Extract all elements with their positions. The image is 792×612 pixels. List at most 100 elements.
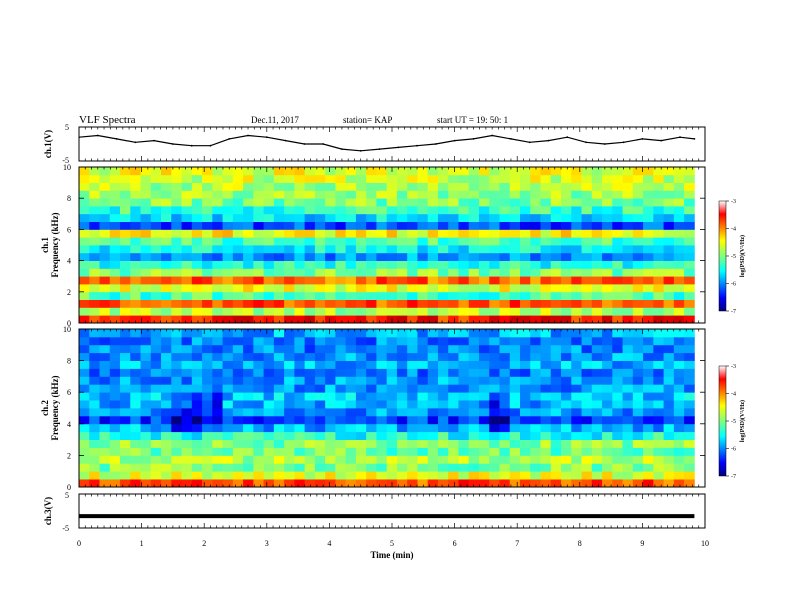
ch2-spectrogram-cell bbox=[530, 408, 541, 417]
ch1-spectrogram-cell bbox=[622, 284, 634, 293]
ch1-spectrogram-cell bbox=[489, 237, 500, 246]
colorbar-tick-label: -4 bbox=[731, 227, 736, 233]
ch1-spectrogram-cell bbox=[478, 174, 490, 183]
ch2-spectrogram-cell bbox=[427, 447, 439, 456]
ch1-spectrogram-cell bbox=[376, 245, 388, 254]
ch1-spectrogram-cell bbox=[89, 245, 100, 254]
ch2-spectrogram-cell bbox=[325, 344, 336, 354]
ch1-spectrogram-cell bbox=[273, 268, 285, 277]
ch1-spectrogram-cell bbox=[109, 206, 121, 215]
xaxis-tick-label: 0 bbox=[77, 539, 81, 548]
ch1-spectrogram-cell bbox=[294, 174, 306, 183]
ch2-spectrogram-cell bbox=[643, 423, 654, 433]
ch1-spectrogram-cell bbox=[509, 315, 521, 324]
ch2-spectrogram-cell bbox=[520, 423, 531, 433]
ch2-spectrogram-cell bbox=[673, 408, 685, 417]
ch1-spectrogram-cell bbox=[653, 291, 664, 300]
ch2-spectrogram-cell bbox=[140, 368, 152, 377]
ch2-spectrogram-cell bbox=[99, 336, 111, 346]
ch2-spectrogram-cell bbox=[499, 463, 511, 472]
ch1-spectrogram-cell bbox=[643, 315, 654, 324]
ch2-spectrogram-cell bbox=[520, 408, 531, 417]
ch2-spectrogram-cell bbox=[376, 439, 388, 448]
ch2-spectrogram-cell bbox=[571, 352, 582, 361]
ch1-spectrogram-cell bbox=[489, 174, 500, 183]
xaxis-tick-label: 5 bbox=[390, 539, 394, 548]
ch1-spectrogram-cell bbox=[273, 221, 285, 230]
ch2-spectrogram-cell bbox=[181, 447, 193, 456]
ch2-spectrogram-cell bbox=[520, 344, 531, 354]
ch1-spectrogram-cell bbox=[253, 315, 265, 324]
ch2-spectrogram-cell bbox=[407, 392, 418, 401]
ch2-spectrogram-cell bbox=[253, 352, 265, 361]
ch1-spectrogram-cell bbox=[273, 182, 285, 191]
ch1-spectrogram-cell bbox=[294, 221, 306, 230]
ch1-spectrogram-cell bbox=[478, 206, 490, 215]
ch1-spectrogram-cell bbox=[427, 284, 439, 293]
ch2-spectrogram-cell bbox=[284, 360, 295, 369]
ch1-spectrogram-cell bbox=[437, 182, 449, 191]
ch2-spectrogram-cell bbox=[335, 344, 347, 354]
ch2-spectrogram-cell bbox=[325, 400, 336, 409]
ch2-spectrogram-cell bbox=[468, 344, 480, 354]
ch1-spectrogram-cell bbox=[120, 315, 131, 324]
ch2-spectrogram-cell bbox=[284, 463, 295, 472]
ch1-spectrogram-cell bbox=[684, 260, 695, 269]
ch2-spectrogram-cell bbox=[499, 384, 511, 393]
ch2-spectrogram-cell bbox=[407, 479, 418, 488]
ch2-spectrogram-cell bbox=[314, 360, 326, 369]
ch2-spectrogram-cell bbox=[643, 439, 654, 448]
ch1-spectrogram-cell bbox=[171, 221, 182, 230]
ch1-spectrogram-cell bbox=[325, 221, 336, 230]
ch2-spectrogram-cell bbox=[222, 368, 234, 377]
ch2-spectrogram-cell bbox=[79, 455, 90, 464]
ch2-spectrogram-cell bbox=[458, 400, 470, 409]
ch2-spectrogram-cell bbox=[212, 360, 223, 369]
ch2-spectrogram-cell bbox=[99, 471, 111, 480]
ch2-spectrogram-cell bbox=[591, 423, 603, 433]
ch1-spectrogram-cell bbox=[253, 167, 265, 176]
ch1-spectrogram-cell bbox=[130, 260, 141, 269]
ch2-spectrogram-cell bbox=[561, 471, 572, 480]
ch2-spectrogram-cell bbox=[376, 400, 388, 409]
ch1-spectrogram-cell bbox=[458, 221, 470, 230]
ch1-spectrogram-cell bbox=[632, 198, 644, 207]
ch1-spectrogram-cell bbox=[232, 174, 244, 183]
ch2-spectrogram-cell bbox=[253, 392, 265, 401]
ch1-spectrogram-cell bbox=[243, 315, 254, 324]
ch2-spectrogram-cell bbox=[437, 447, 449, 456]
ch2-spectrogram-cell bbox=[222, 447, 234, 456]
ch2-spectrogram-cell bbox=[684, 408, 695, 417]
ch1-spectrogram-cell bbox=[150, 167, 162, 176]
ch1-spectrogram-cell bbox=[489, 252, 500, 261]
ch1-spectrogram-cell bbox=[571, 260, 582, 269]
ch2-spectrogram-cell bbox=[99, 431, 111, 440]
ch2-spectrogram-cell bbox=[427, 352, 439, 361]
colorbar-tick-label: -6 bbox=[731, 447, 736, 453]
ch2-spectrogram-cell bbox=[489, 392, 500, 401]
ch1-spectrogram-cell bbox=[571, 229, 582, 238]
ch1-spectrogram-cell bbox=[263, 268, 275, 277]
ch1-spectrogram-cell bbox=[653, 284, 664, 293]
ch1-spectrogram-cell bbox=[314, 245, 326, 254]
ch2-spectrogram-cell bbox=[458, 344, 470, 354]
ch2-spectrogram-cell bbox=[458, 439, 470, 448]
ch2-spectrogram-cell bbox=[489, 384, 500, 393]
ch2-spectrogram-cell bbox=[581, 329, 593, 338]
ch2-spectrogram-cell bbox=[243, 329, 254, 338]
ch1-spectrogram-cell bbox=[622, 167, 634, 176]
ch2-spectrogram-cell bbox=[232, 368, 244, 377]
ch1-spectrogram-cell bbox=[263, 276, 275, 285]
ch2-spectrogram-cell bbox=[376, 423, 388, 433]
ch2-spectrogram-cell bbox=[437, 415, 449, 425]
ch2-spectrogram-cell bbox=[417, 344, 429, 354]
figure-date: Dec.11, 2017 bbox=[251, 115, 299, 125]
ch2-spectrogram-cell bbox=[632, 415, 644, 425]
ch2-spectrogram-cell bbox=[448, 408, 459, 417]
ch2-spectrogram-cell bbox=[673, 344, 685, 354]
ch2-spectrogram-cell bbox=[325, 329, 336, 338]
ch1-spectrogram-cell bbox=[489, 213, 500, 222]
ch1-spectrogram-cell bbox=[386, 276, 398, 285]
ch2-spectrogram-cell bbox=[109, 392, 121, 401]
ch1-spectrogram-cell bbox=[314, 229, 326, 238]
